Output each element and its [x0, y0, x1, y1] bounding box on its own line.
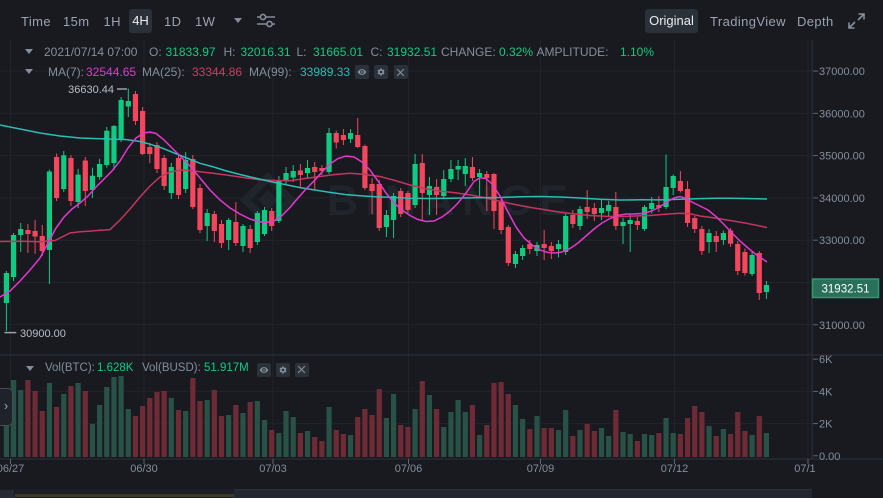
svg-text:4K: 4K [819, 386, 833, 398]
svg-text:33000.00: 33000.00 [819, 235, 865, 247]
svg-text:2K: 2K [819, 419, 833, 431]
svg-text:07/12: 07/12 [661, 463, 689, 475]
svg-text:36630.44: 36630.44 [68, 84, 114, 96]
svg-text:07/15: 07/15 [794, 463, 822, 475]
svg-text:31000.00: 31000.00 [819, 320, 865, 332]
svg-text:30900.00: 30900.00 [20, 328, 66, 340]
svg-text:36000.00: 36000.00 [819, 108, 865, 120]
svg-text:31932.51: 31932.51 [822, 284, 870, 296]
svg-text:06/30: 06/30 [130, 463, 158, 475]
svg-text:07/09: 07/09 [527, 463, 555, 475]
svg-text:0.00: 0.00 [819, 451, 840, 463]
svg-text:35000.00: 35000.00 [819, 151, 865, 163]
svg-text:6K: 6K [819, 354, 833, 366]
svg-text:07/03: 07/03 [259, 463, 287, 475]
svg-text:06/27: 06/27 [0, 463, 24, 475]
svg-text:34000.00: 34000.00 [819, 193, 865, 205]
svg-text:37000.00: 37000.00 [819, 66, 865, 78]
svg-text:07/06: 07/06 [395, 463, 423, 475]
